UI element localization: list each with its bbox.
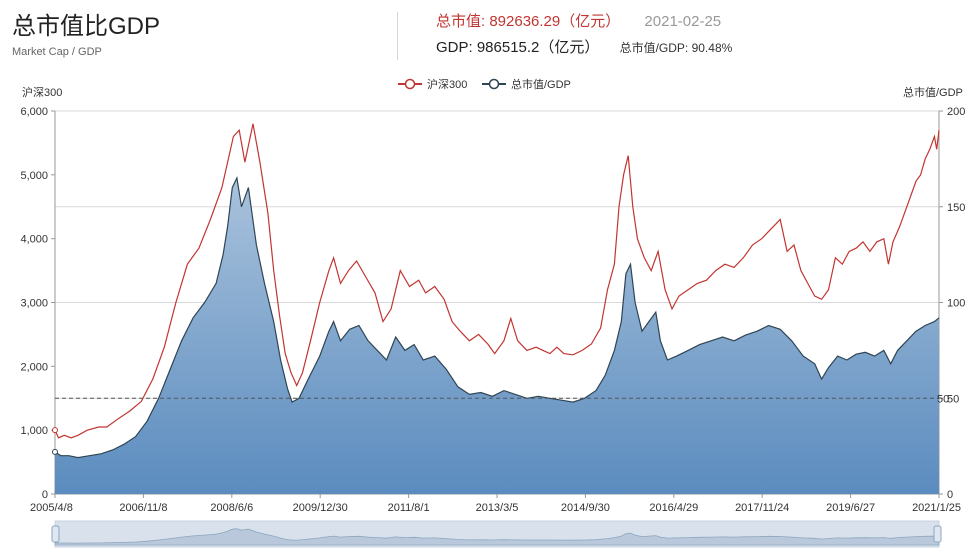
current-date: 2021-02-25 bbox=[644, 13, 722, 30]
header-divider bbox=[397, 12, 398, 60]
ratio-value: 总市值/GDP: 90.48% bbox=[619, 41, 733, 55]
ratio-start-point bbox=[52, 448, 58, 455]
slider-preview bbox=[54, 528, 940, 546]
slider-handle-right[interactable] bbox=[933, 525, 942, 543]
hs300-series-line[interactable] bbox=[54, 123, 940, 439]
ratio-series-line[interactable] bbox=[54, 176, 940, 459]
page-title: 总市值比GDP bbox=[12, 13, 161, 40]
x-tick-label: 2014/9/30 bbox=[561, 502, 610, 514]
right-tick-label: 100 bbox=[947, 298, 965, 310]
gdp-info: GDP: 986515.2（亿元） 总市值/GDP: 90.48% bbox=[436, 36, 732, 57]
x-tick-label: 2008/6/6 bbox=[210, 502, 253, 514]
legend-label-ratio: 总市值/GDP bbox=[511, 77, 571, 91]
reference-line-label: 50 bbox=[937, 393, 949, 405]
left-tick-label: 4,000 bbox=[20, 234, 48, 246]
x-tick-label: 2021/1/25 bbox=[912, 502, 961, 514]
x-axis-ticks: 2005/4/8 2006/11/8 2008/6/6 2009/12/30 2011/… bbox=[30, 494, 961, 514]
left-tick-label: 0 bbox=[42, 489, 48, 501]
right-tick-label: 0 bbox=[947, 489, 953, 501]
right-axis-title: 总市值/GDP bbox=[903, 85, 963, 99]
market-cap-value: 总市值: 892636.29（亿元） bbox=[436, 13, 621, 30]
legend-item-hs300[interactable]: 沪深300 bbox=[398, 77, 467, 91]
right-tick-label: 200 bbox=[947, 106, 965, 118]
legend-item-ratio[interactable]: 总市值/GDP bbox=[482, 77, 571, 91]
ratio-area bbox=[55, 178, 939, 494]
slider-handle-left[interactable] bbox=[51, 525, 60, 543]
left-tick-label: 6,000 bbox=[20, 106, 48, 118]
left-tick-label: 5,000 bbox=[20, 170, 48, 182]
left-tick-label: 3,000 bbox=[20, 298, 48, 310]
legend[interactable]: 沪深300 总市值/GDP bbox=[398, 77, 571, 91]
x-tick-label: 2009/12/30 bbox=[293, 502, 348, 514]
page-subtitle: Market Cap / GDP bbox=[12, 46, 102, 58]
left-axis-title: 沪深300 bbox=[22, 85, 62, 99]
x-tick-label: 2017/11/24 bbox=[735, 502, 789, 514]
x-tick-label: 2019/6/27 bbox=[826, 502, 875, 514]
right-tick-label: 150 bbox=[947, 202, 965, 214]
left-tick-label: 2,000 bbox=[20, 361, 48, 373]
market-cap-info: 总市值: 892636.29（亿元） 2021-02-25 bbox=[436, 10, 721, 31]
x-tick-label: 2005/4/8 bbox=[30, 502, 73, 514]
gdp-value: GDP: 986515.2（亿元） bbox=[436, 39, 600, 56]
x-tick-label: 2013/3/5 bbox=[476, 502, 519, 514]
x-tick-label: 2006/11/8 bbox=[119, 502, 167, 514]
right-axis-ticks: 0 50 100 150 200 bbox=[939, 106, 965, 501]
legend-label-hs300: 沪深300 bbox=[427, 77, 467, 91]
x-tick-label: 2016/4/29 bbox=[649, 502, 698, 514]
left-axis-ticks: 0 1,000 2,000 3,000 4,000 5,000 6,000 bbox=[20, 106, 55, 501]
datazoom-slider[interactable] bbox=[51, 520, 942, 548]
left-tick-label: 1,000 bbox=[20, 425, 48, 437]
right-tick-label: 50 bbox=[947, 393, 959, 405]
hs300-start-point bbox=[52, 427, 58, 434]
x-tick-label: 2011/8/1 bbox=[388, 502, 430, 514]
